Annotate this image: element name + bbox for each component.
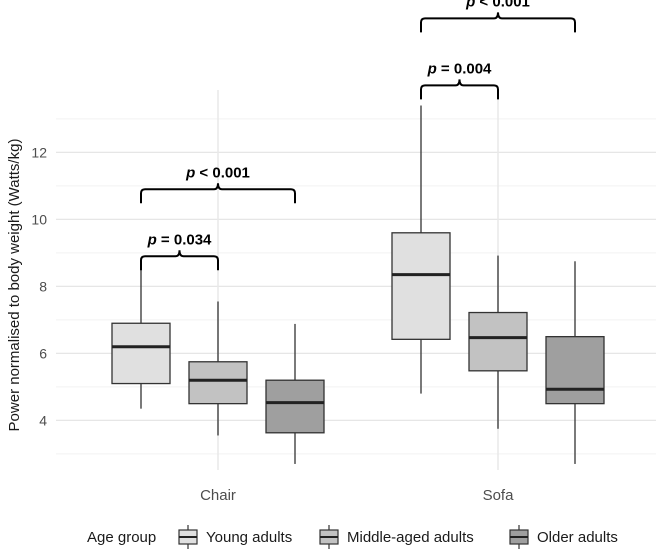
x-tick-label: Chair	[200, 487, 236, 504]
bracket-line	[420, 12, 576, 33]
legend-key	[319, 525, 339, 549]
box-series	[111, 105, 605, 464]
y-tick-label: 12	[31, 144, 47, 160]
p-value-text: < 0.001	[475, 0, 530, 10]
legend: Age group Young adults Middle-aged adults O…	[87, 525, 618, 549]
significance-bracket: p = 0.004	[420, 60, 499, 100]
box-middle-aged-adults-sofa	[468, 255, 528, 429]
p-value-label: p = 0.034	[147, 231, 212, 248]
box-body	[468, 311, 528, 372]
p-value-label: p < 0.001	[465, 0, 530, 10]
p-symbol: p	[427, 60, 437, 77]
x-axis-ticks: Chair Sofa	[200, 487, 514, 504]
bracket-line	[140, 250, 219, 271]
legend-item: Older adults	[509, 525, 618, 549]
significance-bracket: p < 0.001	[140, 164, 296, 204]
legend-label: Young adults	[206, 529, 292, 546]
y-tick-label: 6	[39, 345, 47, 361]
significance-bracket: p = 0.034	[140, 231, 219, 271]
p-value-label: p = 0.004	[427, 60, 492, 77]
legend-label: Older adults	[537, 529, 618, 546]
box-body	[391, 232, 451, 340]
p-symbol: p	[147, 231, 157, 248]
y-axis-ticks: 4 6 8 10 12	[31, 144, 47, 428]
x-tick-label: Sofa	[483, 487, 515, 504]
p-symbol: p	[185, 164, 195, 181]
box-body	[265, 379, 325, 434]
y-tick-label: 4	[39, 412, 47, 428]
legend-item: Young adults	[178, 525, 292, 549]
p-value-text: = 0.034	[157, 231, 212, 248]
y-tick-label: 8	[39, 278, 47, 294]
box-older-adults-chair	[265, 323, 325, 464]
p-value-text: < 0.001	[195, 164, 250, 181]
legend-key	[509, 525, 529, 549]
legend-label: Middle-aged adults	[347, 529, 474, 546]
p-value-text: = 0.004	[437, 60, 492, 77]
legend-key	[178, 525, 198, 549]
box-body	[111, 322, 171, 385]
box-body	[545, 335, 605, 405]
box-middle-aged-adults-chair	[188, 301, 248, 436]
p-symbol: p	[465, 0, 475, 10]
bracket-line	[420, 79, 499, 100]
grid-lines	[56, 90, 656, 470]
p-value-label: p < 0.001	[185, 164, 250, 181]
y-axis-label: Power normalised to body weight (Watts/k…	[6, 139, 23, 432]
box-older-adults-sofa	[545, 261, 605, 464]
box-body	[188, 361, 248, 405]
significance-bracket: p < 0.001	[420, 0, 576, 33]
legend-item: Middle-aged adults	[319, 525, 474, 549]
y-tick-label: 10	[31, 211, 47, 227]
bracket-line	[140, 183, 296, 204]
legend-title: Age group	[87, 529, 156, 546]
box-young-adults-sofa	[391, 105, 451, 394]
box-young-adults-chair	[111, 257, 171, 409]
